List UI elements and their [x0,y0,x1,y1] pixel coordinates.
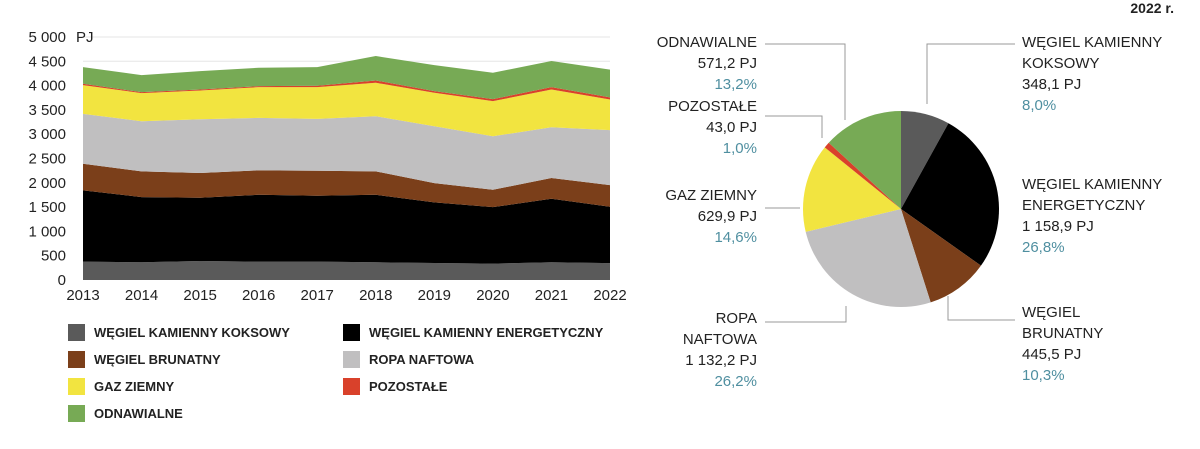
pie-label-energetyczny: WĘGIEL KAMIENNY ENERGETYCZNY 1 158,9 PJ … [1022,174,1162,258]
leader-line [926,43,1015,104]
x-tick-label: 2015 [183,287,216,304]
y-tick-label: 1 000 [28,223,66,240]
label-percent: 14,6% [714,229,757,246]
y-unit-label: PJ [76,29,94,46]
legend-label: ODNAWIALNE [94,406,183,421]
pie-label-pozostale: POZOSTAŁE 43,0 PJ 1,0% [668,96,757,159]
pie-label-koksowy: WĘGIEL KAMIENNY KOKSOWY 348,1 PJ 8,0% [1022,32,1162,116]
label-name: NAFTOWA [682,331,757,348]
legend-swatch [68,378,85,395]
pie-slice [901,123,999,266]
y-tick-label: 2 500 [28,151,66,168]
y-tick-label: 500 [41,248,66,265]
area-series [83,260,610,280]
x-tick-label: 2017 [301,287,334,304]
pie-slice [803,147,901,232]
label-percent: 8,0% [1022,97,1057,114]
legend-label: GAZ ZIEMNY [94,379,175,394]
x-tick-label: 2020 [476,287,509,304]
label-name: WĘGIEL KAMIENNY [1022,176,1163,193]
y-tick-label: 3 000 [28,126,66,143]
label-name: BRUNATNY [1022,325,1104,342]
x-tick-label: 2022 [593,287,626,304]
legend-item: ODNAWIALNE [68,405,183,422]
x-tick-label: 2018 [359,287,392,304]
label-value: 571,2 PJ [697,55,757,72]
leader-line [765,306,847,323]
label-percent: 1,0% [722,140,757,157]
pie-slice [828,111,901,209]
legend-swatch [343,324,360,341]
legend-item: ROPA NAFTOWA [343,351,474,368]
legend-swatch [68,405,85,422]
legend-item: WĘGIEL BRUNATNY [68,351,221,368]
label-percent: 26,2% [714,373,757,390]
pie-label-brunatny: WĘGIEL BRUNATNY 445,5 PJ 10,3% [1022,302,1103,386]
legend-item: POZOSTAŁE [343,378,447,395]
legend-swatch [343,351,360,368]
label-percent: 13,2% [714,76,757,93]
pie-label-gaz: GAZ ZIEMNY 629,9 PJ 14,6% [665,185,757,248]
x-tick-label: 2021 [535,287,568,304]
y-tick-label: 3 500 [28,102,66,119]
y-tick-label: 4 000 [28,78,66,95]
legend-item: GAZ ZIEMNY [68,378,174,395]
legend-label: WĘGIEL BRUNATNY [94,352,221,367]
y-tick-label: 0 [58,272,66,289]
label-name: ROPA [715,310,757,327]
pie-title: 2022 r. [1130,0,1174,16]
label-percent: 10,3% [1022,367,1065,384]
x-tick-label: 2019 [418,287,451,304]
area-series [83,113,610,190]
legend-swatch [68,324,85,341]
legend-item: WĘGIEL KAMIENNY ENERGETYCZNY [343,324,603,341]
x-tick-label: 2016 [242,287,275,304]
leader-line [765,43,846,120]
area-series [83,190,610,264]
y-tick-label: 5 000 [28,29,66,46]
label-name: POZOSTAŁE [668,98,757,115]
legend-swatch [68,351,85,368]
legend-item: WĘGIEL KAMIENNY KOKSOWY [68,324,290,341]
label-name: WĘGIEL KAMIENNY [1022,34,1163,51]
legend-label: ROPA NAFTOWA [369,352,475,367]
label-percent: 26,8% [1022,239,1065,256]
x-tick-label: 2014 [125,287,158,304]
label-name: WĘGIEL [1022,304,1081,321]
legend-label: WĘGIEL KAMIENNY ENERGETYCZNY [369,325,604,340]
pie-label-ropa: ROPA NAFTOWA 1 132,2 PJ 26,2% [683,308,757,392]
label-value: 43,0 PJ [706,119,757,136]
label-name: ODNAWIALNE [656,34,757,51]
label-name: KOKSOWY [1022,55,1100,72]
pie-label-odnawialne: ODNAWIALNE 571,2 PJ 13,2% [657,32,757,95]
area-series [83,56,610,100]
label-name: ENERGETYCZNY [1022,197,1146,214]
pie-slice [901,209,981,303]
label-value: 1 158,9 PJ [1022,218,1094,235]
area-series [83,80,610,102]
pie-slice [901,111,949,209]
label-value: 1 132,2 PJ [685,352,757,369]
legend-label: WĘGIEL KAMIENNY KOKSOWY [94,325,290,340]
legend-label: POZOSTAŁE [369,379,448,394]
pie-slice [824,142,901,209]
y-tick-label: 2 000 [28,175,66,192]
legend-swatch [343,378,360,395]
label-value: 348,1 PJ [1022,76,1082,93]
label-value: 445,5 PJ [1022,346,1082,363]
x-tick-label: 2013 [66,287,99,304]
leader-line [947,296,1015,321]
area-series [83,163,610,208]
y-tick-label: 1 500 [28,199,66,216]
label-name: GAZ ZIEMNY [665,187,757,204]
pie-slice [805,209,931,307]
leader-line [765,115,823,138]
area-series [83,82,610,137]
label-value: 629,9 PJ [697,208,757,225]
y-tick-label: 4 500 [28,53,66,70]
